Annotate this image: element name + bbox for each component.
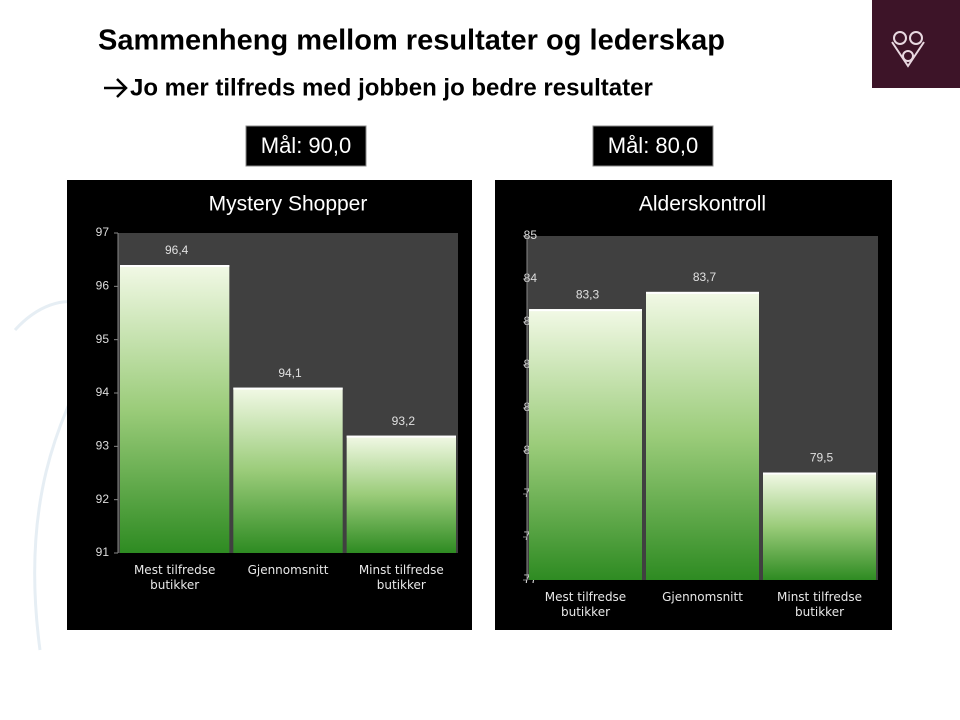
value-label: 93,2: [392, 414, 416, 428]
y-tick-label: 85: [524, 228, 538, 242]
y-tick-label: 96: [96, 279, 110, 293]
bar: [120, 265, 230, 553]
value-label: 79,5: [810, 451, 834, 465]
x-tick-label: Gjennomsnitt: [247, 563, 329, 577]
y-tick-label: 91: [96, 545, 110, 559]
x-tick-label: Mest tilfredse butikker: [544, 590, 627, 619]
chart: Mål: 90,0 Mystery Shopper 91 92 93 94 95 96 97 96…: [67, 125, 472, 630]
value-label: 83,3: [576, 287, 600, 301]
y-tick-label: 84: [524, 271, 538, 285]
y-tick-label: 92: [96, 492, 110, 506]
goal-label: Mål: 90,0: [261, 133, 352, 158]
x-tick-label: Gjennomsnitt: [662, 590, 743, 604]
value-label: 94,1: [278, 366, 302, 380]
y-tick-label: 93: [96, 439, 110, 453]
bar: [529, 309, 642, 580]
chart-title: Alderskontroll: [639, 193, 766, 216]
x-tick-label: Minst tilfredse butikker: [777, 590, 862, 619]
y-tick-label: 94: [96, 385, 110, 399]
chart: Mål: 80,0Alderskontroll77787980818283848…: [495, 125, 892, 630]
goal-box: [592, 125, 714, 167]
goal-box: [245, 125, 367, 167]
slide-title: Sammenheng mellom resultater og lederska…: [98, 25, 725, 57]
bar: [646, 291, 759, 580]
value-label: 96,4: [165, 243, 189, 257]
bar: [763, 472, 876, 580]
x-tick-label: Minst tilfredse butikker: [358, 563, 444, 592]
y-tick-label: 97: [96, 225, 110, 239]
y-tick-label: 95: [96, 332, 110, 346]
bar: [233, 387, 343, 553]
logo: [891, 31, 925, 68]
value-label: 83,7: [693, 270, 717, 284]
bar: [346, 435, 456, 553]
slide-subtitle: Jo mer tilfreds med jobben jo bedre resu…: [130, 74, 653, 101]
chart-title: Mystery Shopper: [209, 193, 368, 216]
arrow: [104, 78, 128, 98]
goal-label: Mål: 80,0: [608, 133, 699, 158]
x-tick-label: Mest tilfredse butikker: [133, 563, 216, 592]
